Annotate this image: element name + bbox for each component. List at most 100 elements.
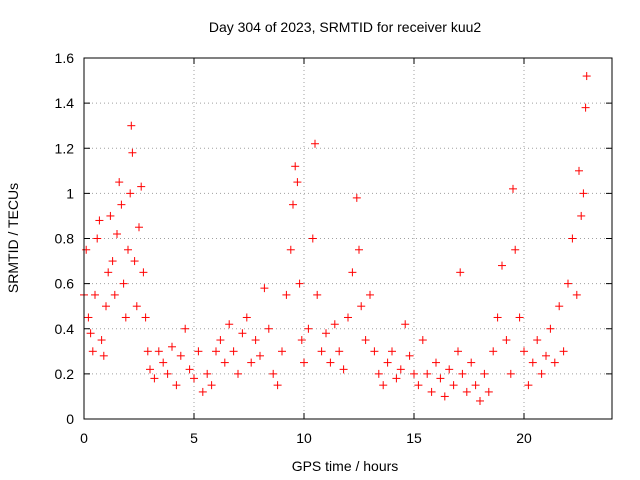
data-point <box>119 279 128 288</box>
data-point <box>225 320 234 329</box>
data-point <box>128 148 137 157</box>
data-point <box>168 342 176 351</box>
x-axis-title: GPS time / hours <box>292 458 399 474</box>
data-point <box>163 369 172 378</box>
data-point <box>396 365 405 374</box>
data-point <box>577 211 586 220</box>
data-point <box>289 200 297 209</box>
data-point <box>335 347 344 356</box>
data-point <box>509 184 517 193</box>
data-point <box>304 324 313 333</box>
data-point <box>82 245 91 254</box>
data-point <box>317 347 326 356</box>
data-point <box>462 387 471 396</box>
data-point <box>401 320 410 329</box>
data-point <box>154 347 163 356</box>
data-point <box>568 234 577 243</box>
data-point <box>141 313 150 322</box>
data-point <box>471 381 480 390</box>
data-point <box>414 381 423 390</box>
data-point <box>493 313 502 322</box>
data-point <box>126 189 135 198</box>
data-point <box>102 302 110 311</box>
y-tick-label: 0 <box>66 411 74 427</box>
data-point <box>546 324 555 333</box>
data-point <box>330 320 339 329</box>
data-point <box>357 302 366 311</box>
data-point <box>238 329 247 338</box>
data-point <box>135 223 143 232</box>
data-point <box>88 347 97 356</box>
data-point <box>392 374 401 383</box>
y-tick-label: 0.8 <box>55 231 75 247</box>
data-point <box>194 347 203 356</box>
data-point <box>432 358 440 367</box>
data-point <box>355 245 363 254</box>
data-point <box>91 290 99 299</box>
x-tick-label: 10 <box>296 430 312 446</box>
data-point <box>278 347 286 356</box>
data-point <box>361 336 370 345</box>
data-point <box>440 392 449 401</box>
data-point <box>176 351 185 360</box>
data-point <box>93 234 102 243</box>
data-point <box>582 72 591 81</box>
y-tick-label: 1.6 <box>55 50 75 66</box>
data-point <box>216 336 225 345</box>
data-point <box>297 336 306 345</box>
data-point <box>117 200 126 209</box>
data-point <box>533 336 542 345</box>
data-point <box>383 358 392 367</box>
data-point <box>293 178 302 187</box>
grid-lines <box>84 58 612 419</box>
data-point <box>159 358 168 367</box>
data-point <box>454 347 462 356</box>
y-tick-label: 0.2 <box>55 366 75 382</box>
data-point <box>108 257 117 266</box>
data-point <box>405 351 414 360</box>
data-point <box>449 381 458 390</box>
data-point <box>445 365 454 374</box>
y-axis-title: SRMTID / TECUs <box>5 183 21 293</box>
data-point <box>269 369 278 378</box>
data-point <box>282 290 291 299</box>
data-point <box>418 336 427 345</box>
data-point <box>137 182 146 191</box>
data-point <box>564 279 572 288</box>
data-point <box>229 347 238 356</box>
data-point <box>581 103 590 112</box>
data-point <box>220 358 229 367</box>
data-point <box>502 336 511 345</box>
data-point <box>286 245 295 254</box>
y-tick-label: 0.6 <box>55 276 75 292</box>
data-point <box>550 358 559 367</box>
x-tick-label: 5 <box>190 430 198 446</box>
data-point <box>115 178 124 187</box>
data-point <box>559 347 568 356</box>
data-point <box>234 369 242 378</box>
data-point <box>273 381 282 390</box>
data-point <box>427 387 436 396</box>
data-point <box>110 290 119 299</box>
plot-frame <box>83 57 613 420</box>
data-point <box>484 387 493 396</box>
data-point <box>99 351 108 360</box>
data-point <box>374 369 383 378</box>
data-point <box>124 245 132 254</box>
data-point <box>127 121 136 130</box>
data-point <box>185 365 194 374</box>
data-point <box>300 358 308 367</box>
data-point <box>97 336 106 345</box>
data-point <box>106 211 115 220</box>
data-point <box>150 374 159 383</box>
data-point <box>436 374 445 383</box>
data-point <box>139 268 148 277</box>
data-point <box>542 351 550 360</box>
data-point <box>251 336 260 345</box>
data-point <box>456 268 465 277</box>
data-point <box>352 193 361 202</box>
data-point <box>476 396 484 405</box>
data-point <box>339 365 348 374</box>
data-point <box>308 234 317 243</box>
